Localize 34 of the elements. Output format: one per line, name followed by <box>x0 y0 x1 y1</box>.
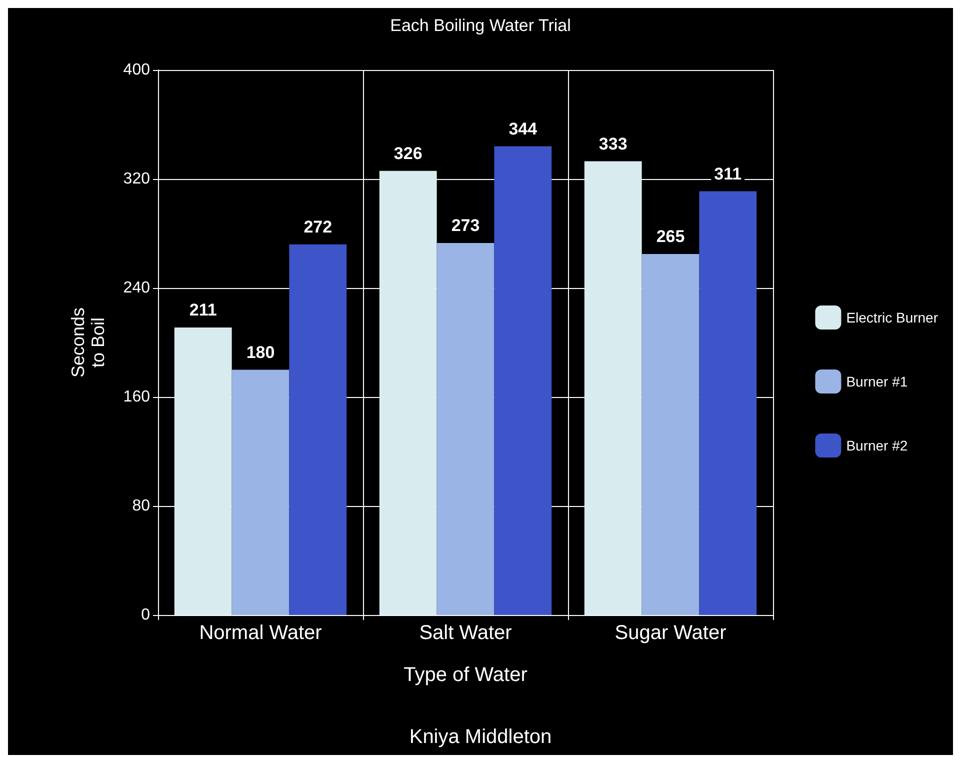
y-tick-label: 0 <box>141 606 150 624</box>
data-label: 272 <box>304 217 332 236</box>
bar <box>699 191 757 615</box>
text: Kniya Middleton <box>409 726 552 748</box>
bar <box>379 170 437 615</box>
y-tick-label: 80 <box>132 498 150 514</box>
x-tick-label: Normal Water <box>199 622 322 644</box>
bar <box>642 254 700 615</box>
y-axis-title: Seconds to Boil <box>68 307 108 378</box>
legend-label: Electric Burner <box>846 310 938 326</box>
data-label: 333 <box>598 134 628 154</box>
legend-label: Burner #2 <box>846 438 908 454</box>
x-tick-label: Salt Water <box>419 622 512 644</box>
data-label: 273 <box>451 216 480 236</box>
x-axis-title: Type of Water <box>404 664 528 686</box>
bar <box>174 328 232 615</box>
chart-title: Each Boiling Water Trial <box>390 16 571 35</box>
x-tick-label: Sugar Water <box>614 622 727 644</box>
data-label: 180 <box>246 342 275 362</box>
bar <box>232 370 290 615</box>
data-label: 211 <box>189 300 217 320</box>
bar <box>289 244 347 615</box>
legend-label: Burner #1 <box>846 374 908 390</box>
data-label: 311 <box>714 164 742 184</box>
data-label: 326 <box>394 144 422 163</box>
data-label: 344 <box>508 119 538 138</box>
y-tick-label: 240 <box>123 280 150 296</box>
data-label: 265 <box>656 226 685 246</box>
y-tick-label: 400 <box>123 62 150 78</box>
bar <box>436 243 494 615</box>
bar <box>584 161 642 615</box>
bar <box>494 146 552 615</box>
y-tick-label: 320 <box>123 170 150 188</box>
y-tick-label: 160 <box>123 388 150 406</box>
